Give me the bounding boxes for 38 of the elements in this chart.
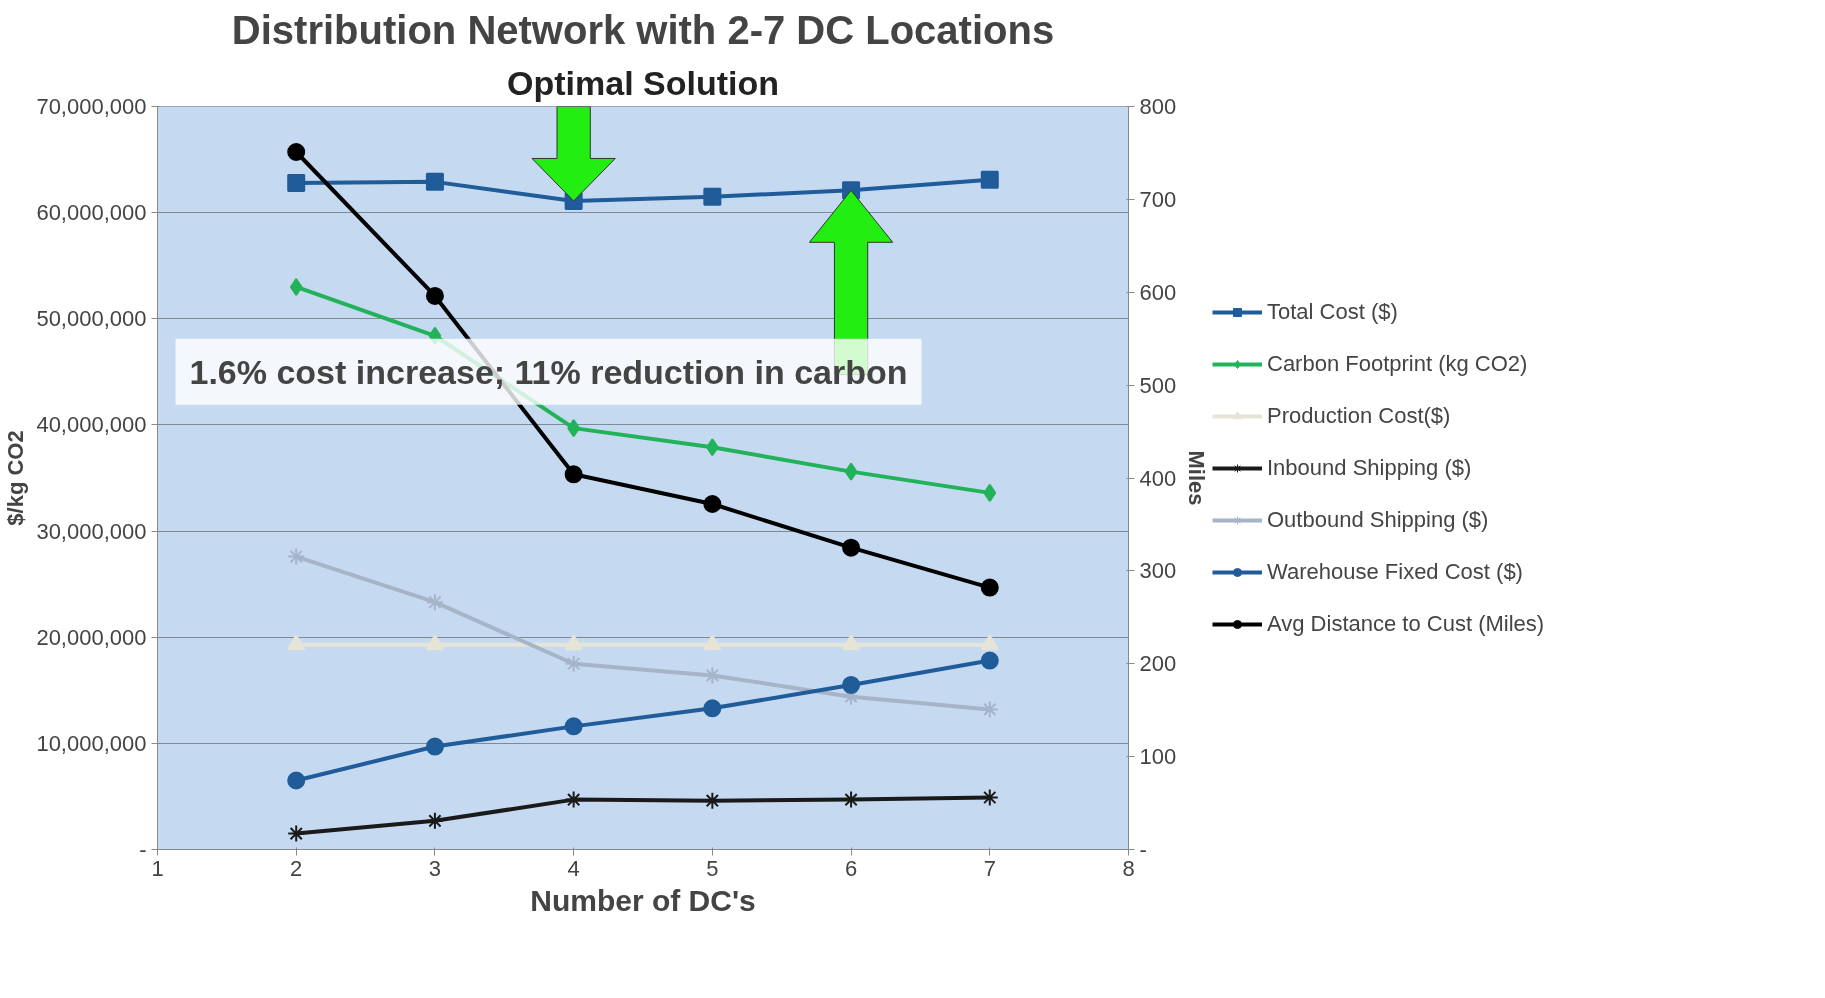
chart-title: Distribution Network with 2-7 DC Locations: [231, 7, 1055, 52]
y-tick-label: -: [139, 837, 147, 862]
legend-label: Avg Distance to Cust (Miles): [1267, 611, 1545, 637]
x-tick-label: 1: [151, 855, 164, 881]
y2-tick-label: 500: [1139, 372, 1177, 398]
y-tick-label: 50,000,000: [36, 306, 147, 332]
y2-tick-label: 800: [1139, 94, 1177, 119]
x-tick-label: 6: [844, 855, 858, 881]
y2-tick-label: 600: [1139, 279, 1177, 305]
x-tick-label: 2: [290, 855, 303, 881]
y-tick-label: 10,000,000: [36, 730, 147, 756]
x-axis-title: Number of DC's: [530, 883, 756, 917]
annotation: Optimal Solution: [507, 63, 779, 102]
y-tick-label: 30,000,000: [36, 518, 147, 544]
x-tick-label: 4: [567, 855, 580, 881]
legend-label: Outbound Shipping ($): [1267, 507, 1489, 533]
y2-tick-label: 400: [1139, 465, 1177, 491]
x-tick-label: 3: [428, 855, 442, 881]
y2-tick-label: -: [1139, 837, 1147, 862]
y2-tick-label: 700: [1139, 186, 1177, 212]
x-tick-label: 7: [983, 855, 996, 881]
legend-label: Warehouse Fixed Cost ($): [1267, 559, 1523, 585]
legend-label: Total Cost ($): [1267, 299, 1398, 325]
legend-label: Inbound Shipping ($): [1267, 455, 1472, 481]
legend-label: Carbon Footprint (kg CO2): [1267, 351, 1528, 377]
legend-label: Production Cost($): [1267, 403, 1451, 429]
y-tick-label: 20,000,000: [36, 624, 147, 650]
y2-axis-title: Miles: [1184, 450, 1210, 506]
y2-tick-label: 300: [1139, 558, 1177, 584]
y2-tick-label: 100: [1139, 744, 1177, 770]
annotation: 1.6% cost increase; 11% reduction in carbon: [189, 352, 908, 391]
y-tick-label: 60,000,000: [36, 200, 147, 226]
y-tick-label: 70,000,000: [36, 94, 147, 119]
x-tick-label: 8: [1122, 855, 1135, 881]
x-tick-label: 5: [706, 855, 719, 881]
y-tick-label: 40,000,000: [36, 412, 147, 438]
y-axis-title: $/kg CO2: [3, 430, 29, 526]
y2-tick-label: 200: [1139, 651, 1177, 677]
